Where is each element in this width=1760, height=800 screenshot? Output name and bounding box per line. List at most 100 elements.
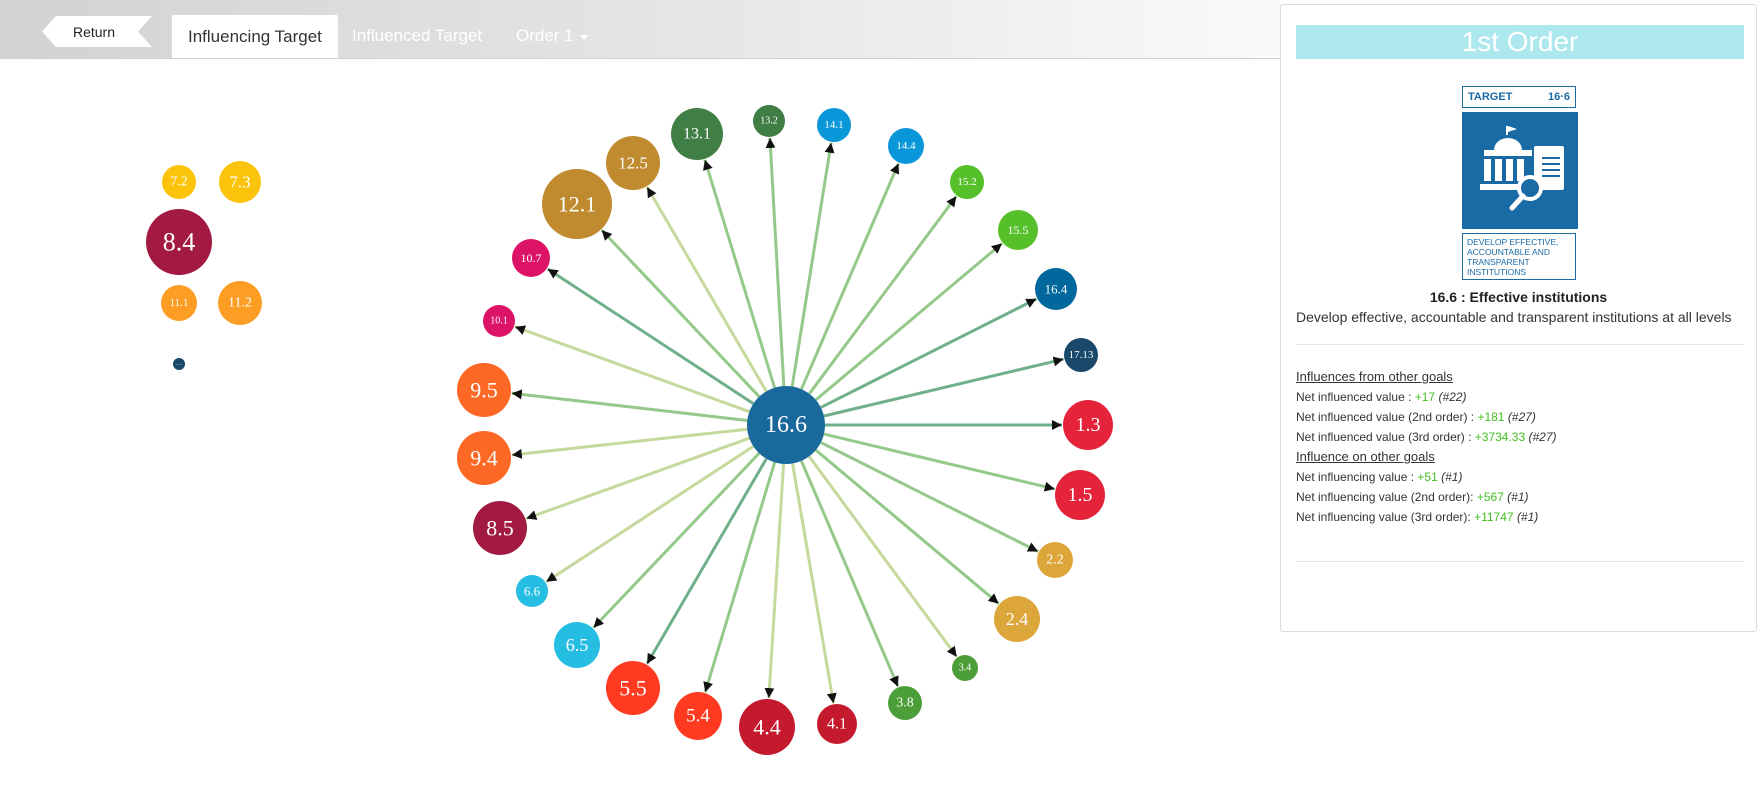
node-14-4-circle[interactable] bbox=[888, 128, 924, 164]
tab-influenced-target[interactable]: Influenced Target bbox=[352, 26, 483, 45]
node-17-13[interactable]: 17.13 bbox=[1064, 338, 1098, 372]
node-15-2-label: 15.2 bbox=[957, 176, 976, 188]
node-10-7-circle[interactable] bbox=[512, 239, 550, 277]
edge-16-6-to-6-5 bbox=[592, 452, 761, 629]
node-15-5[interactable]: 15.5 bbox=[998, 210, 1038, 250]
node-9-4[interactable]: 9.4 bbox=[457, 431, 511, 485]
node-1-3-circle[interactable] bbox=[1063, 400, 1113, 450]
node-4-4[interactable]: 4.4 bbox=[739, 699, 795, 755]
stat-rank: (#27) bbox=[1507, 410, 1536, 424]
node-5-4[interactable]: 5.4 bbox=[674, 692, 722, 740]
node-15-2[interactable]: 15.2 bbox=[950, 165, 984, 199]
tab-influencing-target[interactable]: Influencing Target bbox=[171, 14, 339, 58]
node-10-1-label: 10.1 bbox=[490, 316, 508, 327]
return-button[interactable]: Return bbox=[42, 16, 152, 47]
node-4-4-circle[interactable] bbox=[739, 699, 795, 755]
node-6-6-circle[interactable] bbox=[516, 575, 548, 607]
cluster-node-2-circle[interactable] bbox=[146, 209, 212, 275]
node-2-4-circle[interactable] bbox=[994, 596, 1040, 642]
node-8-5[interactable]: 8.5 bbox=[473, 501, 527, 555]
edge-16-6-to-15-2 bbox=[808, 195, 958, 395]
node-5-4-circle[interactable] bbox=[674, 692, 722, 740]
node-2-2-circle[interactable] bbox=[1037, 542, 1073, 578]
stat-rank: (#1) bbox=[1516, 510, 1539, 524]
cluster-node-1-circle[interactable] bbox=[219, 161, 261, 203]
edge-16-6-to-2-2 bbox=[820, 441, 1039, 553]
node-12-1-label: 12.1 bbox=[558, 192, 597, 217]
node-1-5-circle[interactable] bbox=[1055, 470, 1105, 520]
node-9-5-circle[interactable] bbox=[457, 363, 511, 417]
node-15-5-circle[interactable] bbox=[998, 210, 1038, 250]
caret-down-icon bbox=[579, 34, 588, 40]
node-4-1[interactable]: 4.1 bbox=[817, 704, 857, 744]
cluster-node-1-label: 7.3 bbox=[229, 173, 250, 192]
node-12-1-circle[interactable] bbox=[542, 169, 612, 239]
node-3-8-label: 3.8 bbox=[896, 696, 914, 711]
edge-16-6-to-5-4 bbox=[703, 461, 777, 693]
node-10-7[interactable]: 10.7 bbox=[512, 239, 550, 277]
node-10-1[interactable]: 10.1 bbox=[483, 305, 515, 337]
cluster-node-5[interactable]: … bbox=[173, 358, 185, 370]
center-node-16-6[interactable]: 16.6 bbox=[747, 386, 825, 464]
cluster-node-4[interactable]: 11.2 bbox=[218, 281, 262, 325]
node-15-2-circle[interactable] bbox=[950, 165, 984, 199]
node-14-4[interactable]: 14.4 bbox=[888, 128, 924, 164]
cluster-node-1[interactable]: 7.3 bbox=[219, 161, 261, 203]
node-9-5[interactable]: 9.5 bbox=[457, 363, 511, 417]
order-dropdown[interactable]: Order 1 bbox=[500, 14, 604, 58]
node-4-1-circle[interactable] bbox=[817, 704, 857, 744]
node-3-4-circle[interactable] bbox=[952, 655, 978, 681]
edge-16-6-to-17-13 bbox=[823, 356, 1064, 418]
node-3-4[interactable]: 3.4 bbox=[952, 655, 978, 681]
node-13-1[interactable]: 13.1 bbox=[671, 108, 723, 160]
cluster-node-2-label: 8.4 bbox=[163, 228, 196, 257]
node-13-1-circle[interactable] bbox=[671, 108, 723, 160]
node-3-8-circle[interactable] bbox=[888, 686, 922, 720]
node-14-1[interactable]: 14.1 bbox=[817, 108, 851, 142]
node-4-1-label: 4.1 bbox=[827, 716, 847, 733]
node-12-5-circle[interactable] bbox=[606, 136, 660, 190]
node-1-5[interactable]: 1.5 bbox=[1055, 470, 1105, 520]
edge-16-6-to-4-4 bbox=[764, 463, 786, 699]
cluster-node-4-circle[interactable] bbox=[218, 281, 262, 325]
node-5-5-label: 5.5 bbox=[619, 676, 647, 701]
center-node-16-6-circle[interactable] bbox=[747, 386, 825, 464]
node-9-4-circle[interactable] bbox=[457, 431, 511, 485]
node-10-1-circle[interactable] bbox=[483, 305, 515, 337]
node-2-4[interactable]: 2.4 bbox=[994, 596, 1040, 642]
cluster-node-2[interactable]: 8.4 bbox=[146, 209, 212, 275]
cluster-node-5-circle[interactable] bbox=[173, 358, 185, 370]
node-1-5-label: 1.5 bbox=[1068, 484, 1093, 506]
node-16-4-circle[interactable] bbox=[1035, 268, 1077, 310]
node-1-3[interactable]: 1.3 bbox=[1063, 400, 1113, 450]
node-16-4[interactable]: 16.4 bbox=[1035, 268, 1077, 310]
cluster-node-0[interactable]: 7.2 bbox=[162, 165, 196, 199]
node-2-4-label: 2.4 bbox=[1006, 609, 1029, 629]
node-17-13-circle[interactable] bbox=[1064, 338, 1098, 372]
node-6-5-circle[interactable] bbox=[554, 622, 600, 668]
node-5-5[interactable]: 5.5 bbox=[606, 661, 660, 715]
node-5-5-circle[interactable] bbox=[606, 661, 660, 715]
node-13-2-circle[interactable] bbox=[753, 105, 785, 137]
node-8-5-circle[interactable] bbox=[473, 501, 527, 555]
divider bbox=[1296, 561, 1744, 562]
order-dropdown-label: Order 1 bbox=[516, 26, 574, 45]
cluster-node-3-circle[interactable] bbox=[161, 285, 197, 321]
target-info-panel: 1st Order TARGET 16·6 bbox=[1280, 4, 1757, 632]
edge-16-6-to-1-5 bbox=[823, 432, 1056, 492]
node-13-2[interactable]: 13.2 bbox=[753, 105, 785, 137]
badge-header-left: TARGET bbox=[1468, 91, 1513, 103]
node-12-1[interactable]: 12.1 bbox=[542, 169, 612, 239]
center-node-16-6-label: 16.6 bbox=[765, 412, 807, 438]
node-6-6[interactable]: 6.6 bbox=[516, 575, 548, 607]
node-2-2[interactable]: 2.2 bbox=[1037, 542, 1073, 578]
node-6-5[interactable]: 6.5 bbox=[554, 622, 600, 668]
node-12-5[interactable]: 12.5 bbox=[606, 136, 660, 190]
node-3-8[interactable]: 3.8 bbox=[888, 686, 922, 720]
node-14-1-circle[interactable] bbox=[817, 108, 851, 142]
stat-value: +181 bbox=[1477, 410, 1505, 424]
edge-16-6-to-14-4 bbox=[800, 162, 900, 390]
edge-16-6-to-14-1 bbox=[790, 142, 835, 387]
cluster-node-0-circle[interactable] bbox=[162, 165, 196, 199]
cluster-node-3[interactable]: 11.1 bbox=[161, 285, 197, 321]
